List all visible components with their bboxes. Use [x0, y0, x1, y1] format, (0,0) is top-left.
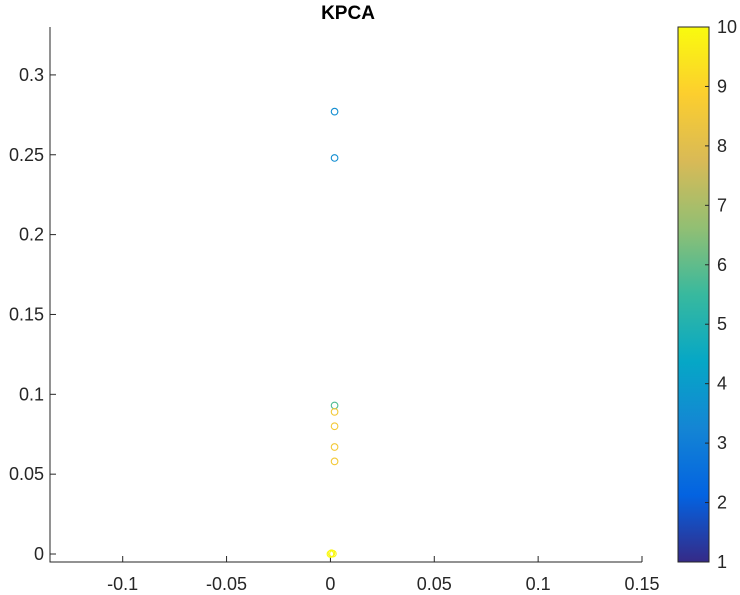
colorbar-tick-label: 10: [717, 17, 737, 37]
data-points: [326, 107, 339, 558]
colorbar-gradient: [678, 27, 709, 562]
data-point: [330, 154, 339, 162]
colorbar-tick-label: 2: [717, 493, 727, 513]
colorbar-tick-label: 5: [717, 314, 727, 334]
data-point: [330, 443, 339, 451]
chart-title: KPCA: [321, 3, 375, 24]
data-point: [330, 457, 339, 466]
y-tick-label: 0.2: [19, 225, 44, 245]
x-tick-label: 0.15: [624, 574, 659, 594]
colorbar-tick-label: 1: [717, 552, 727, 572]
x-tick-label: 0.1: [526, 574, 551, 594]
y-tick-label: 0.15: [9, 304, 44, 324]
y-tick-label: 0.1: [19, 384, 44, 404]
y-tick-label: 0.25: [9, 145, 44, 165]
x-tick-label: -0.1: [107, 574, 138, 594]
data-point: [329, 549, 337, 558]
axes: -0.1 -0.05 0 0.05 0.1 0.15 0 0.05 0.1 0.15 0.2 0.25…: [9, 27, 660, 594]
y-tick-label: 0: [34, 544, 44, 564]
colorbar-tick-label: 6: [717, 255, 727, 275]
colorbar-tick-label: 9: [717, 76, 727, 96]
y-tick-label: 0.3: [19, 65, 44, 85]
colorbar-tick-label: 3: [717, 433, 727, 453]
x-tick-label: 0.05: [417, 574, 452, 594]
data-point: [330, 107, 339, 116]
colorbar: 1 2 3 4 5 6 7 8 9 10: [677, 17, 737, 572]
data-point: [330, 401, 339, 410]
data-point: [326, 550, 335, 558]
x-tick-label: 0: [325, 574, 335, 594]
colorbar-tick-label: 7: [717, 195, 727, 215]
colorbar-tick-label: 4: [717, 374, 727, 394]
colorbar-frame: [677, 26, 710, 563]
x-tick-label: -0.05: [206, 574, 247, 594]
data-point: [330, 408, 339, 416]
data-point: [330, 422, 339, 431]
colorbar-tick-label: 8: [717, 136, 727, 156]
y-tick-label: 0.05: [9, 464, 44, 484]
